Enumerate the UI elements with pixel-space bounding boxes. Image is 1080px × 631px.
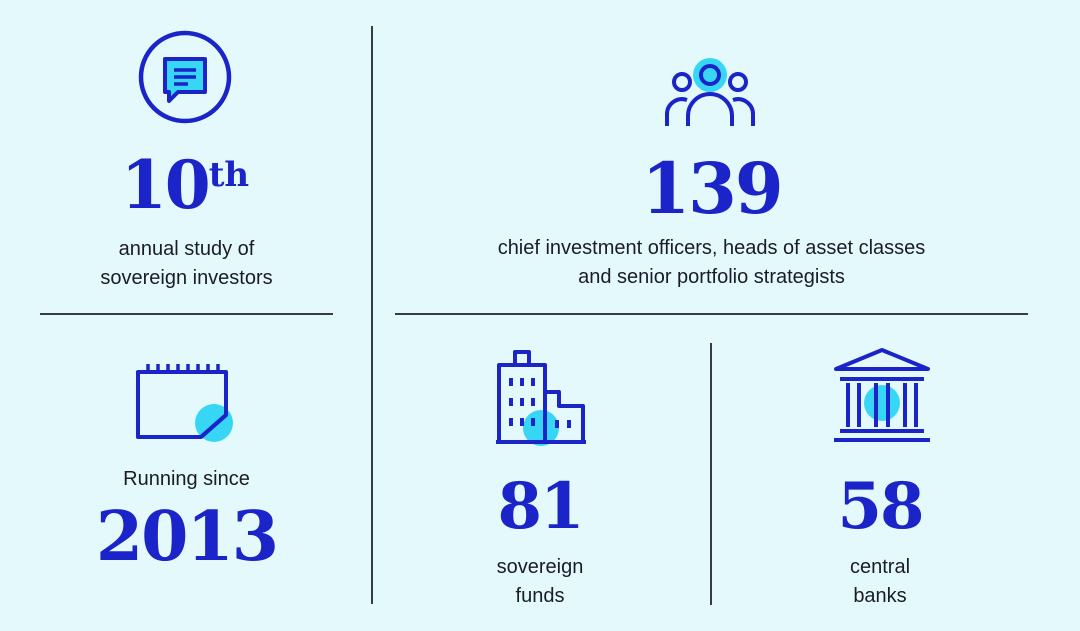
study-number-suffix: th bbox=[208, 155, 250, 195]
chat-bubble-icon bbox=[138, 30, 232, 124]
sovereign-funds-caption: sovereign funds bbox=[395, 553, 685, 611]
respondents-caption: chief investment officers, heads of asse… bbox=[395, 234, 1028, 292]
central-banks-number: 58 bbox=[837, 469, 924, 544]
running-label: Running since bbox=[123, 468, 250, 490]
sovereign-funds-caption-line2: funds bbox=[515, 585, 565, 607]
sovereign-funds-caption-line1: sovereign bbox=[496, 556, 584, 578]
study-caption: annual study of sovereign investors bbox=[40, 235, 333, 293]
central-banks-caption-line2: banks bbox=[853, 585, 907, 607]
calendar-icon bbox=[136, 364, 233, 442]
sovereign-funds-number: 81 bbox=[497, 469, 584, 544]
bank-building-icon bbox=[834, 348, 930, 442]
central-banks-caption: central banks bbox=[735, 553, 1025, 611]
divider-vertical-main bbox=[371, 26, 373, 604]
divider-left bbox=[40, 313, 333, 315]
central-banks-caption-line1: central bbox=[849, 556, 911, 578]
people-icon bbox=[665, 58, 755, 126]
running-year: 2013 bbox=[95, 497, 279, 577]
study-caption-line1: annual study of bbox=[118, 238, 255, 260]
study-number: 10th bbox=[100, 152, 270, 218]
divider-right bbox=[395, 313, 1028, 315]
respondents-caption-line2: and senior portfolio strategists bbox=[578, 266, 845, 288]
divider-vertical-bottom bbox=[710, 343, 712, 605]
respondents-number: 139 bbox=[641, 147, 783, 230]
study-caption-line2: sovereign investors bbox=[100, 267, 273, 289]
respondents-caption-line1: chief investment officers, heads of asse… bbox=[497, 237, 926, 259]
office-building-icon bbox=[496, 350, 586, 446]
study-number-value: 10 bbox=[120, 146, 211, 224]
